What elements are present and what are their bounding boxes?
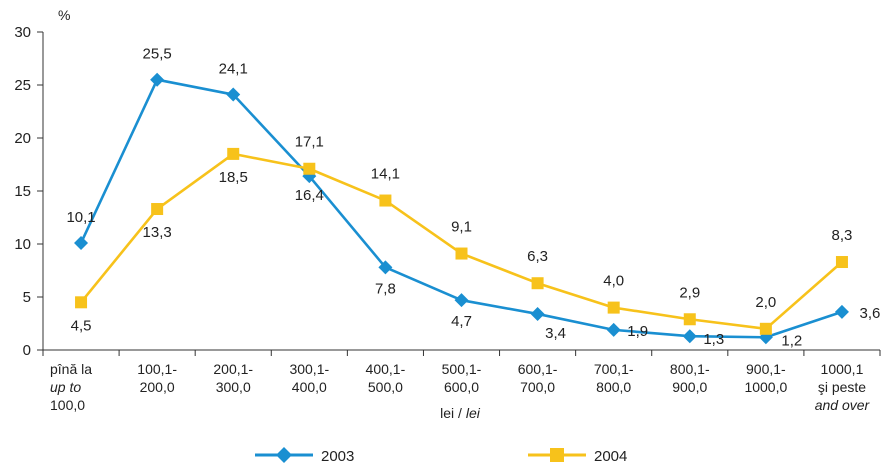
data-point-square — [379, 194, 392, 207]
data-point-diamond — [530, 306, 545, 321]
x-category-label: 600,1-700,0 — [518, 361, 558, 395]
y-tick-label: 0 — [23, 342, 31, 359]
legend-label: 2003 — [321, 448, 354, 465]
data-label: 4,0 — [603, 273, 624, 290]
data-label: 1,3 — [703, 331, 724, 348]
legend-marker-square — [550, 448, 564, 462]
y-tick-label: 25 — [14, 77, 31, 94]
x-category-label: 700,1-800,0 — [594, 361, 634, 395]
y-tick-label: 10 — [14, 236, 31, 253]
data-label: 14,1 — [371, 166, 400, 183]
x-category-label: 400,1-500,0 — [366, 361, 406, 395]
data-label: 17,1 — [295, 134, 324, 151]
data-label: 2,9 — [679, 284, 700, 301]
data-point-diamond — [150, 72, 165, 87]
x-category-label: pînă la up to 100,0 — [50, 361, 92, 413]
data-point-square — [683, 313, 696, 326]
data-label: 7,8 — [375, 280, 396, 297]
data-label: 4,5 — [71, 317, 92, 334]
data-label: 1,2 — [781, 332, 802, 349]
data-label: 9,1 — [451, 219, 472, 236]
series-layer: 10,1 25,5 24,1 16,4 7,8 4,7 3,4 1,9 1,3 1,2 3,6 4,5… — [66, 46, 880, 350]
y-tick-label: 30 — [14, 24, 31, 41]
series-2004: 4,5 13,3 18,5 17,1 14,1 9,1 6,3 4,0 2,9 2,0 8,3 — [71, 134, 853, 335]
data-label: 8,3 — [832, 227, 853, 244]
data-point-square — [531, 277, 544, 290]
x-category-label: 500,1-600,0 — [442, 361, 482, 395]
data-label: 3,4 — [545, 325, 566, 342]
data-point-diamond — [454, 293, 469, 308]
x-category-label: 1000,1 şi peste and over — [815, 361, 871, 413]
data-point-diamond — [682, 329, 697, 344]
x-axis-categories: pînă la up to 100,0 100,1-200,0 200,1-300,0 3… — [42, 350, 881, 413]
data-point-square — [607, 301, 620, 314]
data-label: 10,1 — [66, 209, 95, 226]
data-point-square — [151, 203, 164, 216]
data-label: 1,9 — [627, 323, 648, 340]
x-category-label: 100,1-200,0 — [137, 361, 177, 395]
y-tick-label: 15 — [14, 183, 31, 200]
data-point-square — [455, 247, 468, 260]
data-label: 13,3 — [143, 224, 172, 241]
legend-label: 2004 — [594, 448, 627, 465]
data-label: 16,4 — [295, 187, 324, 204]
x-axis-title: lei / lei — [440, 405, 481, 421]
data-point-square — [227, 147, 240, 160]
data-point-diamond — [606, 322, 621, 337]
data-point-square — [759, 322, 772, 335]
x-category-label: 300,1-400,0 — [289, 361, 329, 395]
data-label: 24,1 — [219, 61, 248, 78]
x-axis-title-italic: lei — [466, 405, 481, 421]
data-point-square — [835, 256, 848, 269]
data-label: 18,5 — [219, 169, 248, 186]
data-point-square — [75, 296, 88, 309]
legend-item-2003: 2003 — [255, 447, 354, 465]
y-axis-unit-label: % — [58, 7, 70, 23]
data-label: 3,6 — [860, 305, 881, 322]
y-tick-label: 20 — [14, 130, 31, 147]
data-point-diamond — [226, 87, 241, 102]
data-label: 2,0 — [755, 294, 776, 311]
y-tick-label: 5 — [23, 289, 31, 306]
data-label: 25,5 — [143, 46, 172, 63]
x-axis-title-main: lei / — [440, 405, 466, 421]
legend: 2003 2004 — [255, 447, 627, 465]
data-point-diamond — [378, 260, 393, 275]
data-point-square — [303, 162, 316, 175]
legend-item-2004: 2004 — [528, 448, 627, 465]
data-point-diamond — [834, 304, 849, 319]
x-category-label: 900,1-1000,0 — [744, 361, 787, 395]
data-label: 4,7 — [451, 313, 472, 330]
data-label: 6,3 — [527, 248, 548, 265]
data-point-diamond — [74, 235, 89, 250]
x-category-label: 200,1-300,0 — [213, 361, 253, 395]
legend-marker-diamond — [276, 447, 292, 463]
x-category-label: 800,1-900,0 — [670, 361, 710, 395]
y-axis-ticks: 0 5 10 15 20 25 30 — [14, 24, 43, 359]
